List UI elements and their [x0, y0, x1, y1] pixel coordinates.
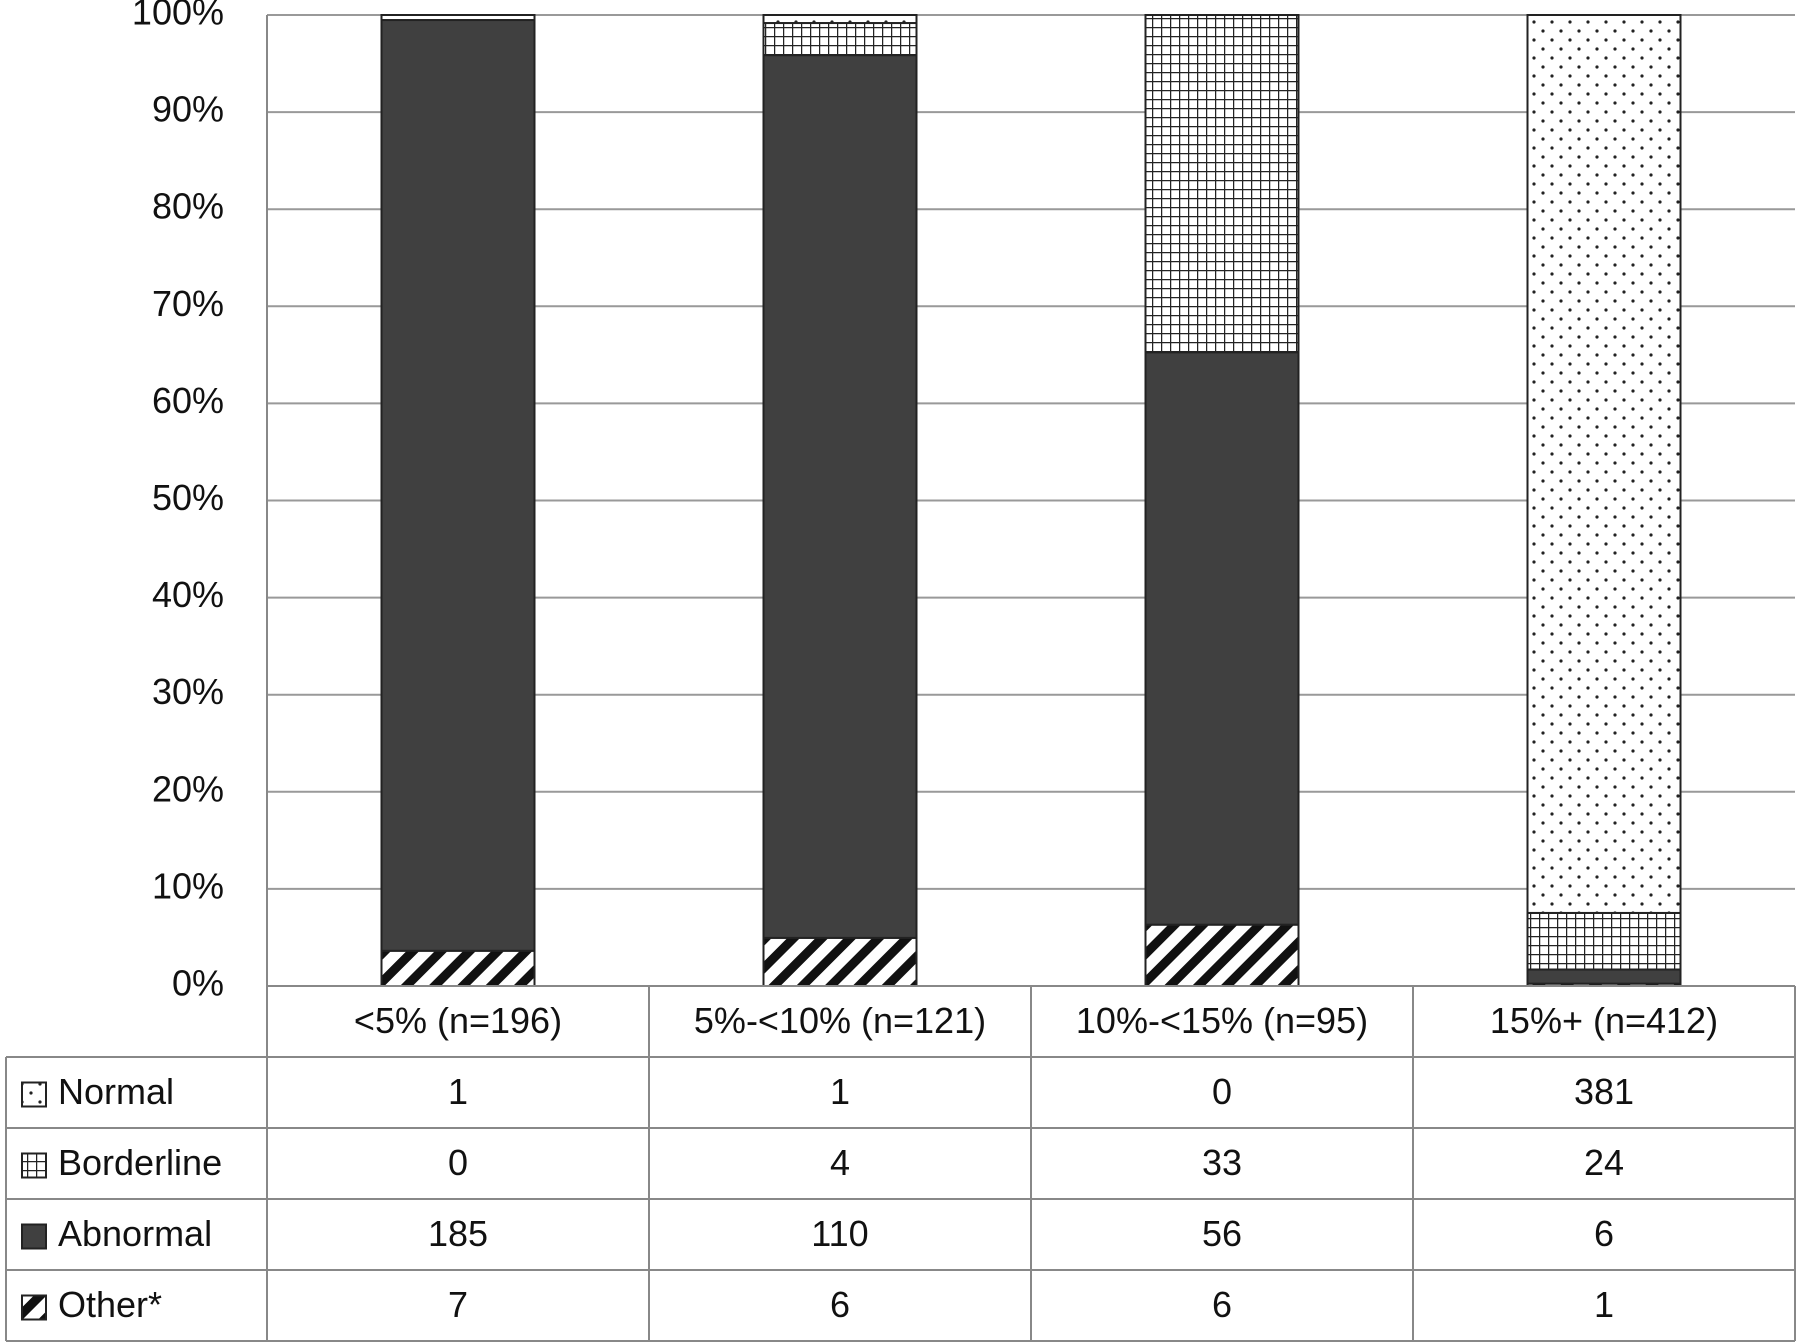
- table-value: 4: [830, 1142, 850, 1183]
- x-tick-label: 5%-<10% (n=121): [694, 1000, 986, 1041]
- table-value: 33: [1202, 1142, 1242, 1183]
- legend-key: [21, 1152, 47, 1179]
- bar-segment: [762, 22, 918, 57]
- table-value: 6: [830, 1284, 850, 1325]
- table-value: 381: [1574, 1071, 1634, 1112]
- table-value: 56: [1202, 1213, 1242, 1254]
- legend-key: [21, 1081, 47, 1108]
- legend-key: [21, 1294, 47, 1321]
- y-tick-label: 50%: [152, 477, 224, 518]
- x-tick-label: 10%-<15% (n=95): [1076, 1000, 1368, 1041]
- bar-segment: [762, 936, 918, 988]
- table-value: 110: [811, 1213, 868, 1254]
- x-tick-label: <5% (n=196): [354, 1000, 562, 1041]
- y-tick-label: 90%: [152, 89, 224, 130]
- y-tick-label: 40%: [152, 574, 224, 615]
- bar-segment: [1144, 351, 1300, 926]
- y-tick-label: 10%: [152, 865, 224, 906]
- y-tick-label: 70%: [152, 283, 224, 324]
- bar-segment: [380, 19, 536, 952]
- table-value: 24: [1584, 1142, 1624, 1183]
- y-tick-label: 60%: [152, 380, 224, 421]
- bar-segment: [762, 14, 918, 25]
- legend-label: Other*: [58, 1284, 162, 1325]
- y-tick-label: 20%: [152, 768, 224, 809]
- bar-segment: [762, 54, 918, 939]
- bar-segment: [380, 949, 536, 988]
- bar-segment: [1526, 911, 1682, 971]
- x-tick-label: 15%+ (n=412): [1490, 1000, 1718, 1041]
- table-value: 0: [1212, 1071, 1232, 1112]
- legend-label: Normal: [58, 1071, 174, 1112]
- legend-label: Abnormal: [58, 1213, 212, 1254]
- table-value: 7: [448, 1284, 468, 1325]
- table-value: 6: [1594, 1213, 1614, 1254]
- table-value: 1: [830, 1071, 850, 1112]
- y-tick-label: 30%: [152, 671, 224, 712]
- bar-segment: [380, 14, 536, 22]
- y-tick-label: 100%: [132, 0, 224, 33]
- bar-segment: [1526, 968, 1682, 985]
- bar-segment: [1144, 923, 1300, 988]
- legend-key: [21, 1223, 47, 1250]
- table-value: 185: [428, 1213, 488, 1254]
- y-tick-label: 0%: [172, 963, 224, 1004]
- legend-label: Borderline: [58, 1142, 222, 1183]
- table-value: 6: [1212, 1284, 1232, 1325]
- bar-segment: [1526, 14, 1682, 914]
- table-value: 0: [448, 1142, 468, 1183]
- y-tick-label: 80%: [152, 186, 224, 227]
- table-value: 1: [448, 1071, 468, 1112]
- table-value: 1: [1594, 1284, 1614, 1325]
- bar-segment: [1144, 14, 1300, 354]
